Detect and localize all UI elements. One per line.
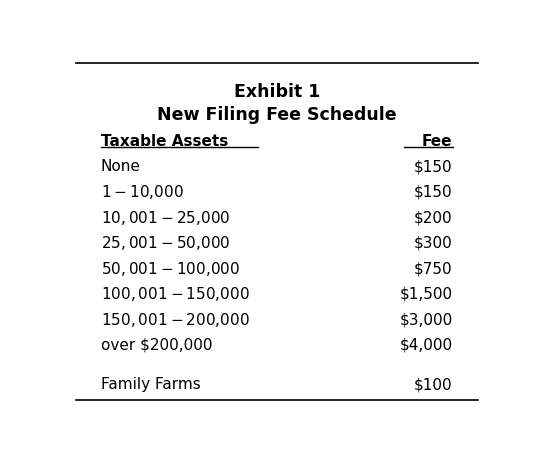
Text: Family Farms: Family Farms [101,377,201,392]
Text: $750: $750 [414,261,453,276]
Text: $10,001-$25,000: $10,001-$25,000 [101,208,231,226]
Text: New Filing Fee Schedule: New Filing Fee Schedule [157,106,396,124]
Text: Taxable Assets: Taxable Assets [101,134,228,149]
Text: Exhibit 1: Exhibit 1 [234,83,320,101]
Text: Fee: Fee [422,134,453,149]
Text: $50,001-$100,000: $50,001-$100,000 [101,259,240,277]
Text: $150: $150 [414,159,453,174]
Text: $150,001-$200,000: $150,001-$200,000 [101,310,249,328]
Text: $100,001-$150,000: $100,001-$150,000 [101,285,249,302]
Text: over $200,000: over $200,000 [101,337,212,352]
Text: $1-$10,000: $1-$10,000 [101,183,184,201]
Text: $3,000: $3,000 [399,312,453,326]
Text: $150: $150 [414,185,453,199]
Text: $100: $100 [414,377,453,392]
Text: $300: $300 [414,235,453,250]
Text: $4,000: $4,000 [400,337,453,352]
Text: None: None [101,159,141,174]
Text: $25,001-$50,000: $25,001-$50,000 [101,234,231,252]
Text: $200: $200 [414,210,453,225]
Text: $1,500: $1,500 [400,286,453,301]
